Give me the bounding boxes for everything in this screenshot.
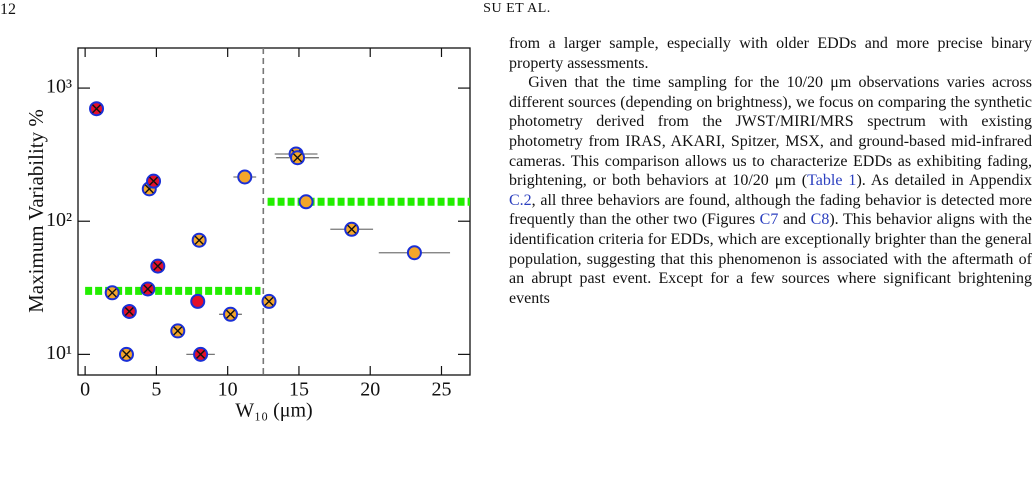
x-tick-label: 10 <box>218 379 238 401</box>
point-cross <box>121 349 131 359</box>
text-run: from a larger sample, especially with ol… <box>509 35 1032 72</box>
text-run: Given that the time sampling for the 10/… <box>509 74 1032 190</box>
cross-reference-link[interactable]: C8 <box>810 211 830 229</box>
point-cross <box>226 309 236 319</box>
text-run: , all three behaviors are found, althoug… <box>509 191 1032 229</box>
x-tick-label: 20 <box>360 379 380 401</box>
point-cross <box>173 326 183 336</box>
y-axis-label: Maximum Variability % <box>24 109 48 313</box>
plot-frame <box>77 47 471 376</box>
x-axis-label: W₁₀ (μm) <box>235 400 312 422</box>
paragraph: Given that the time sampling for the 10/… <box>509 73 1032 308</box>
point-cross <box>92 104 102 114</box>
text-run: and <box>778 211 811 229</box>
y-tick-label: 10¹ <box>46 342 72 364</box>
paragraph: from a larger sample, especially with ol… <box>509 34 1032 73</box>
cross-reference-link[interactable]: C.2 <box>509 191 532 209</box>
x-tick-label: 15 <box>289 379 309 401</box>
x-tick-label: 25 <box>431 379 451 401</box>
point-cross <box>124 306 134 316</box>
chart: Maximum Variability % W₁₀ (μm) 0 5 10 15 20 2… <box>24 47 471 422</box>
point-cross <box>107 288 117 298</box>
data-point <box>406 245 422 261</box>
point-cross <box>196 349 206 359</box>
text-run: ). As detailed in Appendix <box>856 172 1032 190</box>
cross-reference-link[interactable]: Table 1 <box>807 172 857 190</box>
y-tick-label: 10² <box>46 209 72 231</box>
y-tick-label: 10³ <box>46 76 72 98</box>
page-number: 12 <box>0 1 16 18</box>
point-cross <box>153 261 163 271</box>
text-column: from a larger sample, especially with ol… <box>509 34 1032 478</box>
point-cross <box>143 284 153 294</box>
running-head: SU ET AL. <box>483 1 551 16</box>
point-cross <box>293 153 303 163</box>
point-cross <box>347 224 357 234</box>
point-cross <box>194 235 204 245</box>
x-tick-label: 5 <box>151 379 161 401</box>
point-cross <box>149 176 159 186</box>
text-run: ). This behavior aligns with the identif… <box>509 211 1032 307</box>
data-point <box>298 194 314 210</box>
data-point <box>237 169 253 185</box>
point-cross <box>264 296 274 306</box>
x-tick-label: 0 <box>80 379 90 401</box>
data-point <box>190 293 206 309</box>
cross-reference-link[interactable]: C7 <box>759 211 779 229</box>
